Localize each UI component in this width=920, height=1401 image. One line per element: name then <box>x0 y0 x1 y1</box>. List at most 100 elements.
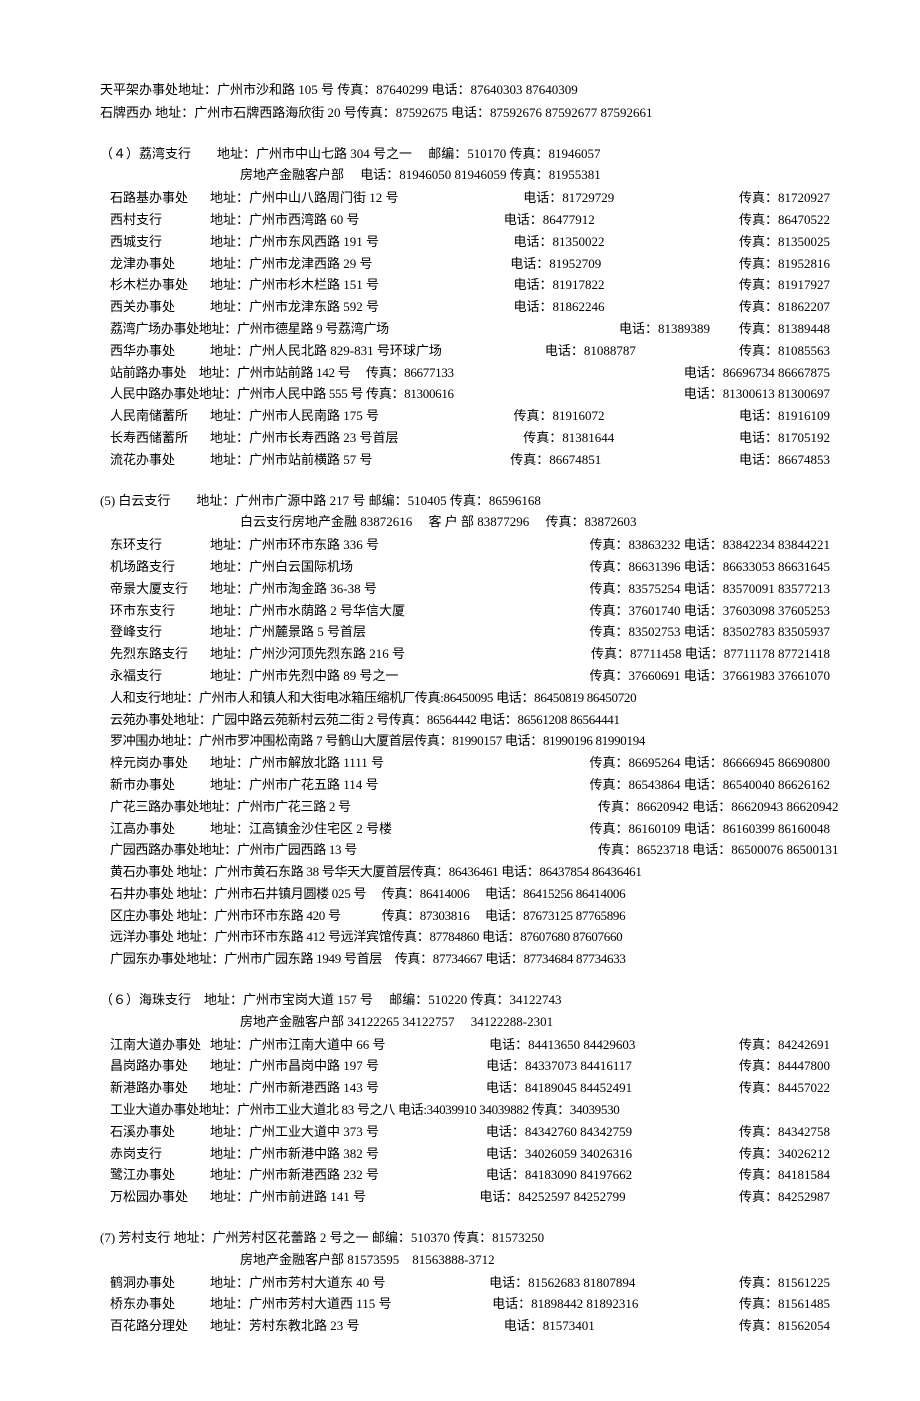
branch-address: 地址：广州沙河顶先烈东路 216 号 <box>210 644 405 665</box>
branch-fax: 电话：86674853 <box>739 450 830 471</box>
branch-name: 石路基办事处 <box>110 188 210 209</box>
branch-right: 电话：81300613 81300697 <box>684 384 830 405</box>
branch-row: 广园东办事处地址：广州市广园东路 1949 号首层 传真：87734667 电话… <box>100 949 830 970</box>
branch-row: 桥东办事处地址：广州市芳村大道西 115 号电话：81898442 818923… <box>100 1294 830 1315</box>
branch-flat: 黄石办事处 地址：广州市黄石东路 38 号华天大厦首层传真：86436461 电… <box>110 862 590 883</box>
branch-row: 新港路办事处地址：广州市新港西路 143 号电话：84189045 844524… <box>100 1078 830 1099</box>
branch-address: 地址：广州市昌岗中路 197 号 <box>210 1056 379 1077</box>
branch-phone: 传真：86674851 <box>510 450 601 471</box>
branch-row: 鹤洞办事处地址：广州市芳村大道东 40 号电话：81562683 8180789… <box>100 1273 830 1294</box>
branch-name: 石溪办事处 <box>110 1122 210 1143</box>
branch-address: 地址：广州市先烈中路 89 号之一 <box>210 666 399 687</box>
branch-name: 流花办事处 <box>110 450 210 471</box>
branch-address: 地址：广州市环市东路 336 号 <box>210 535 379 556</box>
branch-phone: 电话：84252597 84252799 <box>479 1187 625 1208</box>
branch-right: 电话：86696734 86667875 <box>684 363 830 384</box>
branch-fax: 传真：84457022 <box>739 1078 830 1099</box>
branch-row: 鹭江办事处地址：广州市新港西路 232 号 电话：84183090 8419766… <box>100 1165 830 1186</box>
branch-name: 新市办事处 <box>110 775 210 796</box>
branch-row: 长寿西储蓄所地址：广州市长寿西路 23 号首层传真：81381644电话：817… <box>100 428 830 449</box>
branch-name: 江南大道办事处 <box>110 1035 210 1056</box>
branch-phone: 电话：81862246 <box>514 297 605 318</box>
branch-phone: 电话：81729729 <box>523 188 614 209</box>
branch-phone: 电话：81562683 81807894 <box>489 1273 635 1294</box>
branch-address: 地址：广州市淘金路 36-38 号 <box>210 579 377 600</box>
section-subheader: 房地产金融客户部 34122265 34122757 34122288-2301 <box>100 1012 830 1033</box>
branch-name: 人民南储蓄所 <box>110 406 210 427</box>
branch-fax: 传真：34026212 <box>739 1144 830 1165</box>
branch-flat: 站前路办事处 地址：广州市站前路 142 号 传真：86677133 <box>110 363 590 384</box>
branch-name: 龙津办事处 <box>110 254 210 275</box>
branch-address: 地址：广州市新港西路 143 号 <box>210 1078 379 1099</box>
branch-fax: 传真：81562054 <box>739 1316 830 1337</box>
branch-phone: 电话：84183090 84197662 <box>486 1165 632 1186</box>
branch-address: 地址：广州市站前横路 57 号 <box>210 450 373 471</box>
branch-fax: 传真：81350025 <box>739 232 830 253</box>
branch-phone: 传真：83863232 电话：83842234 83844221 <box>589 535 830 556</box>
branch-address: 地址：芳村东教北路 23 号 <box>210 1316 360 1337</box>
branch-address: 地址：广州市新港中路 382 号 <box>210 1144 379 1165</box>
branch-address: 地址：广州市广花五路 114 号 <box>210 775 379 796</box>
branch-address: 地址：广州市长寿西路 23 号首层 <box>210 428 399 449</box>
branch-address: 地址：广州麓景路 5 号首层 <box>210 622 366 643</box>
branch-phone: 电话：81088787 <box>545 341 636 362</box>
branch-fax: 传真：86470522 <box>739 210 830 231</box>
branch-row: 石路基办事处地址：广州中山八路周门街 12 号电话：81729729传真：817… <box>100 188 830 209</box>
branch-name: 西城支行 <box>110 232 210 253</box>
branch-fax: 传真：84342758 <box>739 1122 830 1143</box>
branch-right: 传真：81389448 <box>739 319 830 340</box>
branch-row: 西村支行地址：广州市西湾路 60 号电话：86477912传真：86470522 <box>100 210 830 231</box>
branch-section: (7) 芳村支行 地址：广州芳村区花蕾路 2 号之一 邮编：510370 传真：… <box>100 1228 830 1337</box>
branch-row: 区庄办事处 地址：广州市环市东路 420 号 传真：87303816 电话：87… <box>100 906 830 927</box>
branch-name: 西华办事处 <box>110 341 210 362</box>
branch-row: 万松园办事处地址：广州市前进路 141 号电话：84252597 8425279… <box>100 1187 830 1208</box>
branch-address: 地址：广州市东风西路 191 号 <box>210 232 379 253</box>
branch-row: 江高办事处地址：江高镇金沙住宅区 2 号楼传真：86160109 电话：8616… <box>100 819 830 840</box>
branch-section: (5) 白云支行 地址：广州市广源中路 217 号 邮编：510405 传真：8… <box>100 491 830 971</box>
branch-fax: 传真：84181584 <box>739 1165 830 1186</box>
branch-address: 地址：广州市杉木栏路 151 号 <box>210 275 379 296</box>
branch-row: 西关办事处地址：广州市龙津东路 592 号电话：81862246传真：81862… <box>100 297 830 318</box>
branch-name: 鹭江办事处 <box>110 1165 210 1186</box>
branch-phone: 电话：81898442 81892316 <box>492 1294 638 1315</box>
branch-phone: 电话：81952709 <box>510 254 601 275</box>
section-header: (7) 芳村支行 地址：广州芳村区花蕾路 2 号之一 邮编：510370 传真：… <box>100 1228 830 1249</box>
branch-phone: 传真：87711458 电话：87711178 87721418 <box>591 644 830 665</box>
branch-row: 梓元岗办事处地址：广州市解放北路 1111 号传真：86695264 电话：86… <box>100 753 830 774</box>
section-subheader: 房地产金融客户部 81573595 81563888-3712 <box>100 1250 830 1271</box>
branch-row: 站前路办事处 地址：广州市站前路 142 号 传真：86677133 电话：866… <box>100 363 830 384</box>
branch-address: 地址：广州市水荫路 2 号华信大厦 <box>210 601 405 622</box>
branch-row: 百花路分理处地址：芳村东教北路 23 号电话：81573401传真：815620… <box>100 1316 830 1337</box>
branch-fax: 传真：81952816 <box>739 254 830 275</box>
branch-row: 登峰支行地址：广州麓景路 5 号首层传真：83502753 电话：8350278… <box>100 622 830 643</box>
branch-flat: 工业大道办事处地址：广州市工业大道北 83 号之八 电话:34039910 34… <box>110 1100 590 1121</box>
branch-phone: 传真：81916072 <box>514 406 605 427</box>
branch-name: 机场路支行 <box>110 557 210 578</box>
branch-phone: 传真：83575254 电话：83570091 83577213 <box>589 579 830 600</box>
branch-name: 西村支行 <box>110 210 210 231</box>
branch-phone: 电话：86477912 <box>504 210 595 231</box>
branch-phone: 电话：84413650 84429603 <box>489 1035 635 1056</box>
branch-fax: 传真：81917927 <box>739 275 830 296</box>
branch-row: 广园西路办事处地址：广州市广园西路 13 号传真：86523718 电话：865… <box>100 840 830 861</box>
branch-name: 桥东办事处 <box>110 1294 210 1315</box>
branch-name: 永福支行 <box>110 666 210 687</box>
branch-address: 地址：广州市龙津西路 29 号 <box>210 254 373 275</box>
branch-mid: 传真：86523718 电话：86500076 86500131 <box>598 840 839 861</box>
branch-address: 地址：广州市龙津东路 592 号 <box>210 297 379 318</box>
intro-line: 石牌西办 地址：广州市石牌西路海欣街 20 号传真：87592675 电话：87… <box>100 103 830 124</box>
branch-row: 石溪办事处地址：广州工业大道中 373 号电话：84342760 8434275… <box>100 1122 830 1143</box>
branch-row: 西华办事处地址：广州人民北路 829-831 号环球广场电话：81088787传… <box>100 341 830 362</box>
branch-row: 江南大道办事处地址：广州市江南大道中 66 号电话：84413650 84429… <box>100 1035 830 1056</box>
branch-phone: 电话：81350022 <box>514 232 605 253</box>
branch-fax: 电话：81705192 <box>739 428 830 449</box>
branch-address: 地址：广州市新港西路 232 号 <box>210 1165 379 1186</box>
branch-fax: 传真：84242691 <box>739 1035 830 1056</box>
section-header: （４）荔湾支行 地址：广州市中山七路 304 号之一 邮编：510170 传真：… <box>100 144 830 165</box>
branch-row: 龙津办事处地址：广州市龙津西路 29 号 电话：81952709 传真：819528… <box>100 254 830 275</box>
branch-address: 地址：广州市前进路 141 号 <box>210 1187 366 1208</box>
branch-section: （４）荔湾支行 地址：广州市中山七路 304 号之一 邮编：510170 传真：… <box>100 144 830 471</box>
branch-row: 石井办事处 地址：广州市石井镇月圆楼 025 号 传真：86414006 电话：… <box>100 884 830 905</box>
branch-section: （６）海珠支行 地址：广州市宝岗大道 157 号 邮编：510220 传真：34… <box>100 990 830 1208</box>
branch-row: 先烈东路支行地址：广州沙河顶先烈东路 216 号传真：87711458 电话：8… <box>100 644 830 665</box>
